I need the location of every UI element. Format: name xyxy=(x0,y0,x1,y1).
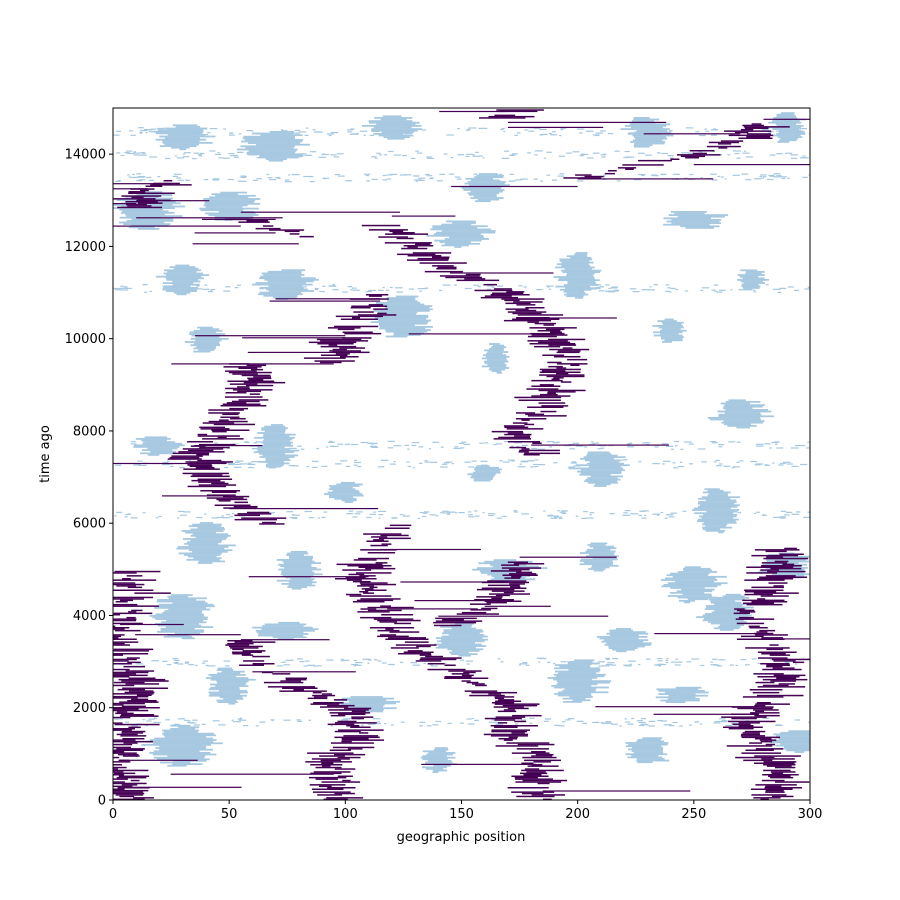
light-patch xyxy=(663,211,729,229)
y-tick-label: 0 xyxy=(98,794,106,809)
speckle-band xyxy=(118,657,810,667)
y-tick-label: 10000 xyxy=(65,332,106,347)
light-patch xyxy=(707,399,775,429)
light-patch xyxy=(141,724,223,767)
speckle-band xyxy=(114,717,810,727)
light-patch xyxy=(434,622,488,657)
light-patch xyxy=(625,737,670,764)
dark-lineage xyxy=(451,118,810,188)
dark-lineage xyxy=(439,109,667,128)
y-axis-title: time ago xyxy=(38,425,53,483)
light-patch xyxy=(770,730,810,753)
x-axis-title: geographic position xyxy=(397,830,526,845)
dark-lineage xyxy=(361,215,670,456)
light-patch xyxy=(579,542,619,572)
light-patch xyxy=(205,667,256,705)
light-patch xyxy=(596,628,652,653)
light-patch xyxy=(660,566,728,604)
light-patch xyxy=(620,117,674,148)
dark-lineage xyxy=(248,524,691,800)
x-tick-label: 50 xyxy=(221,807,238,822)
x-tick-label: 200 xyxy=(565,807,590,822)
y-tick-label: 4000 xyxy=(73,609,106,624)
light-patch xyxy=(737,269,770,291)
dark-lineage xyxy=(135,634,384,800)
light-patch xyxy=(655,686,709,703)
x-tick-label: 0 xyxy=(109,807,117,822)
light-patch xyxy=(176,522,236,564)
speckle-band xyxy=(113,127,810,137)
dark-lineage xyxy=(595,547,810,800)
light-patch xyxy=(324,481,364,503)
light-patch xyxy=(252,269,319,300)
x-tick-label: 250 xyxy=(681,807,706,822)
y-tick-label: 6000 xyxy=(73,517,106,532)
light-patch xyxy=(459,173,510,203)
y-tick-label: 8000 xyxy=(73,424,106,439)
y-tick-label: 14000 xyxy=(65,148,106,163)
speckle-band xyxy=(113,284,810,293)
dark-lineage xyxy=(113,570,242,800)
light-patch xyxy=(481,343,510,374)
light-patch xyxy=(426,220,496,248)
dark-lineage xyxy=(113,351,379,525)
dark-lineage xyxy=(113,211,400,245)
light-patch xyxy=(252,621,319,640)
light-patch xyxy=(696,593,754,631)
light-patch xyxy=(370,295,433,338)
x-tick-label: 100 xyxy=(333,807,358,822)
heatmap-layer xyxy=(113,109,810,800)
dark-lineage xyxy=(113,180,283,219)
light-patch xyxy=(553,252,602,299)
light-patch xyxy=(547,659,612,703)
x-tick-label: 150 xyxy=(449,807,474,822)
speckle-band xyxy=(114,510,810,520)
dark-lineage xyxy=(400,556,617,627)
light-patch xyxy=(156,264,210,296)
light-patch xyxy=(362,115,422,140)
speckle-band xyxy=(130,440,810,450)
light-patch xyxy=(652,318,687,343)
light-patch xyxy=(276,551,323,590)
light-patch xyxy=(149,594,215,640)
light-patch xyxy=(153,124,216,151)
x-axis: 0 50 100 150 200 250 300 xyxy=(109,800,823,822)
x-tick-label: 300 xyxy=(798,807,823,822)
y-axis: 0 2000 4000 6000 8000 10000 12000 14000 xyxy=(65,148,113,809)
y-tick-label: 2000 xyxy=(73,701,106,716)
y-tick-label: 12000 xyxy=(65,240,106,255)
dark-lineage xyxy=(171,294,397,365)
